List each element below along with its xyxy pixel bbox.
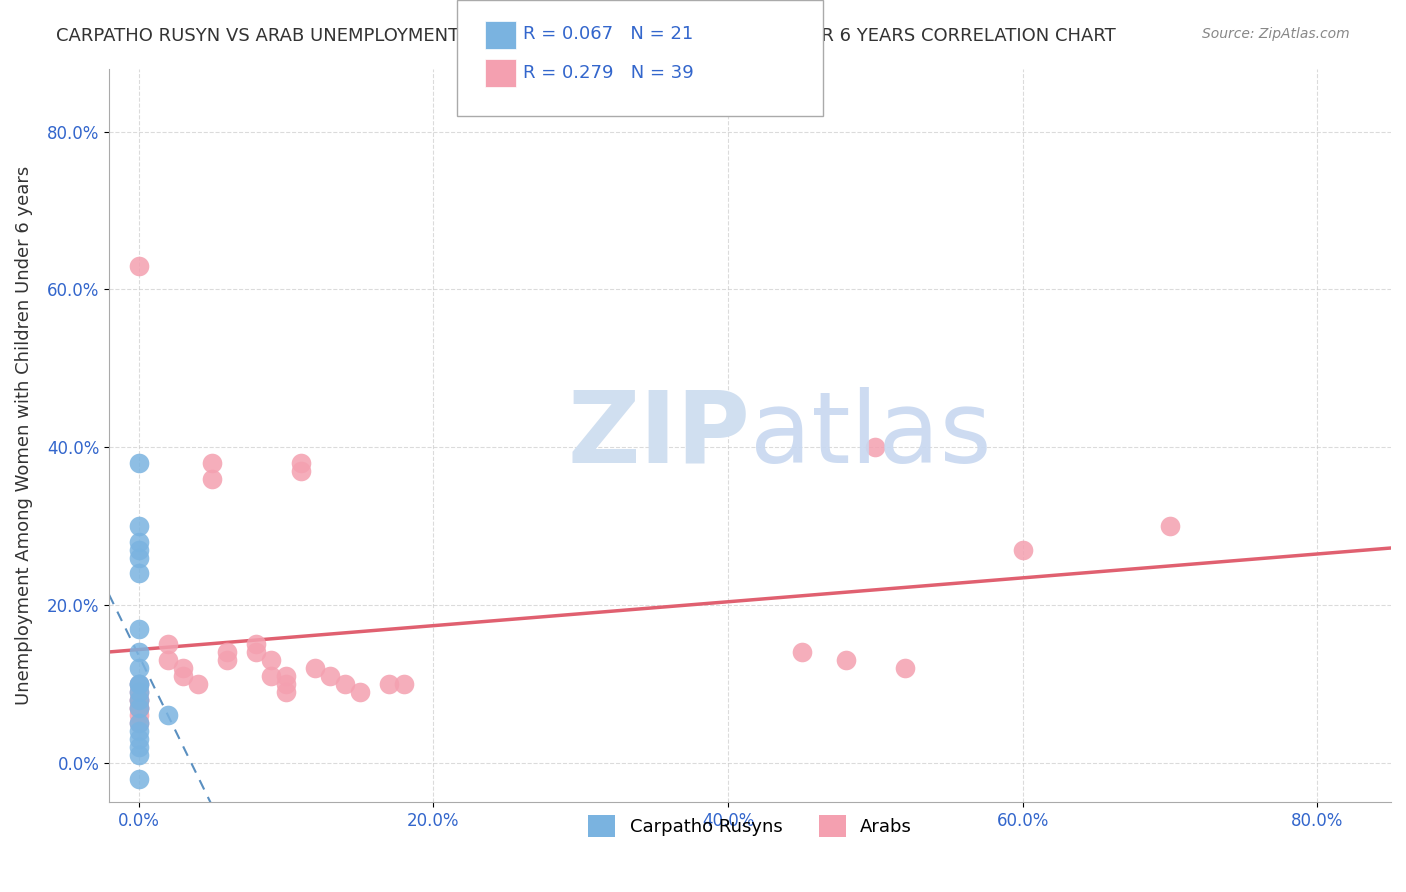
Point [157, 638, 180, 652]
Point [128, 692, 150, 706]
Point [201, 456, 224, 470]
Point [128, 739, 150, 754]
Point [128, 542, 150, 557]
Point [128, 685, 150, 699]
Point [128, 716, 150, 731]
Point [378, 677, 401, 691]
Point [290, 464, 312, 478]
Point [128, 677, 150, 691]
Legend: Carpatho Rusyns, Arabs: Carpatho Rusyns, Arabs [581, 808, 920, 845]
Point [274, 685, 297, 699]
Point [215, 645, 238, 659]
Point [790, 645, 813, 659]
Point [865, 440, 887, 454]
Point [274, 669, 297, 683]
Point [245, 645, 267, 659]
Point [128, 692, 150, 706]
Point [349, 685, 371, 699]
Point [290, 456, 312, 470]
Point [1159, 519, 1181, 533]
Point [260, 653, 283, 667]
Point [128, 716, 150, 731]
Point [128, 456, 150, 470]
Point [128, 700, 150, 714]
Point [186, 677, 208, 691]
Text: ZIP: ZIP [567, 387, 749, 483]
Point [245, 638, 267, 652]
Text: R = 0.067   N = 21: R = 0.067 N = 21 [523, 25, 693, 43]
Text: atlas: atlas [749, 387, 991, 483]
Y-axis label: Unemployment Among Women with Children Under 6 years: Unemployment Among Women with Children U… [15, 166, 32, 705]
Point [215, 653, 238, 667]
Point [128, 259, 150, 273]
Point [319, 669, 342, 683]
Text: CARPATHO RUSYN VS ARAB UNEMPLOYMENT AMONG WOMEN WITH CHILDREN UNDER 6 YEARS CORR: CARPATHO RUSYN VS ARAB UNEMPLOYMENT AMON… [56, 27, 1116, 45]
Point [172, 661, 194, 675]
Point [128, 708, 150, 723]
Point [128, 661, 150, 675]
Text: Source: ZipAtlas.com: Source: ZipAtlas.com [1202, 27, 1350, 41]
Point [274, 677, 297, 691]
Point [894, 661, 917, 675]
Point [157, 653, 180, 667]
Point [128, 747, 150, 762]
Point [128, 550, 150, 565]
Point [128, 677, 150, 691]
Point [392, 677, 415, 691]
Point [128, 700, 150, 714]
Point [128, 732, 150, 747]
Point [128, 685, 150, 699]
Point [128, 677, 150, 691]
Point [835, 653, 858, 667]
Point [128, 535, 150, 549]
Point [128, 645, 150, 659]
Point [304, 661, 326, 675]
Point [128, 519, 150, 533]
Text: R = 0.279   N = 39: R = 0.279 N = 39 [523, 64, 693, 82]
Point [128, 692, 150, 706]
Point [333, 677, 356, 691]
Point [1011, 542, 1033, 557]
Point [201, 472, 224, 486]
Point [260, 669, 283, 683]
Point [128, 724, 150, 739]
Point [128, 772, 150, 786]
Point [128, 622, 150, 636]
Point [128, 700, 150, 714]
Point [128, 566, 150, 581]
Point [172, 669, 194, 683]
Point [157, 708, 180, 723]
